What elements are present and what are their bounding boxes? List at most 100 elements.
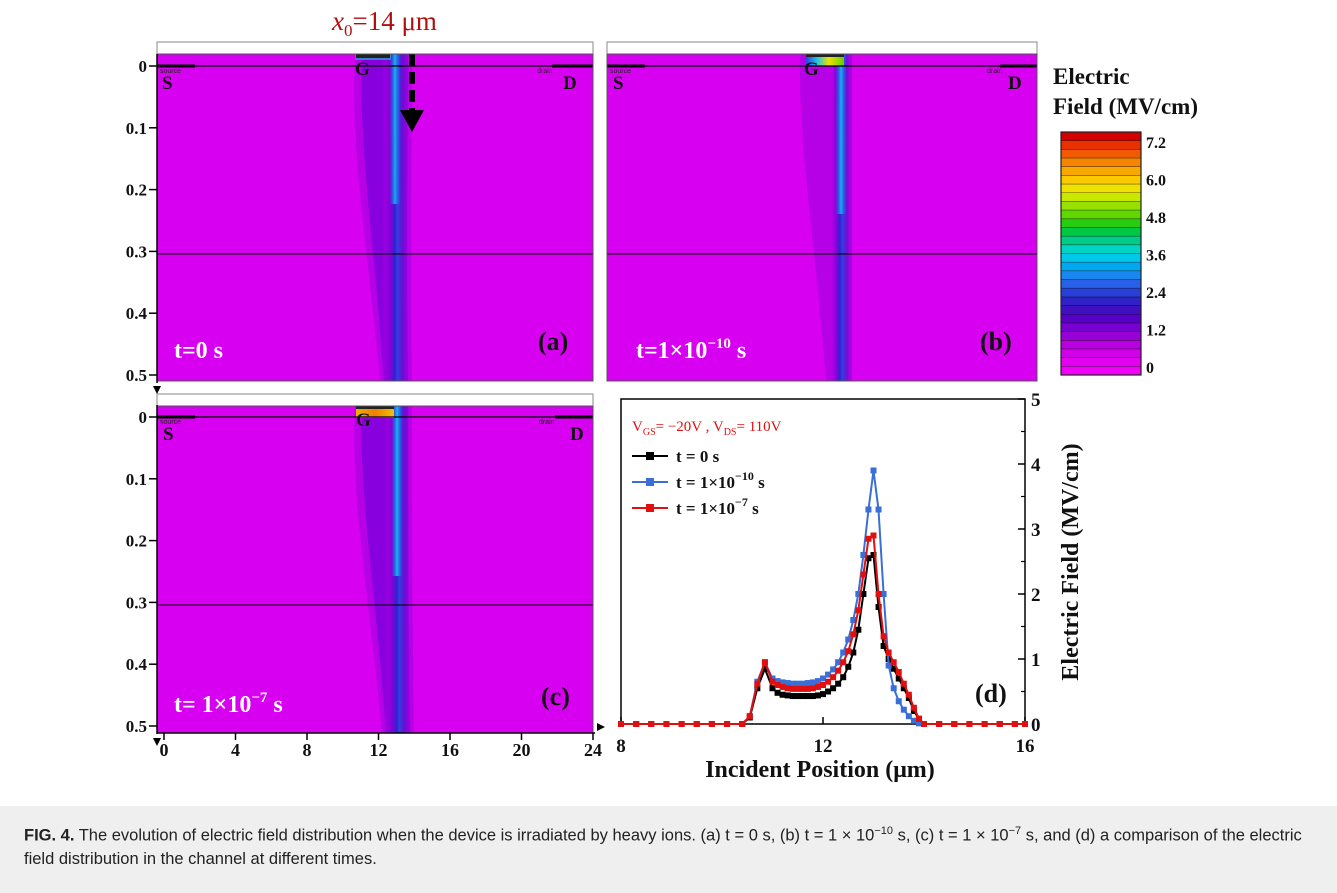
- depth-tick-label: 0.4: [126, 655, 148, 674]
- colorbar-stripe: [1061, 184, 1141, 194]
- colorbar-stripe: [1061, 149, 1141, 159]
- colorbar-stripe: [1061, 158, 1141, 168]
- chart-y-tick-label: 0: [1031, 715, 1041, 736]
- series-2-point: [663, 721, 670, 727]
- series-0-point: [804, 693, 811, 700]
- y-axis-title: Electric Field (MV/cm): [1058, 443, 1084, 680]
- series-2-point: [835, 667, 842, 674]
- panel-c: source drain S G D t= 1×10−7 s (c): [156, 393, 594, 734]
- series-0-point: [845, 663, 852, 670]
- depth-tick-label: 0.2: [126, 532, 147, 551]
- colorbar-stripe: [1061, 270, 1141, 281]
- series-0-point: [860, 591, 867, 597]
- colorbar-stripe: [1061, 348, 1141, 359]
- drain-label-b: D: [1008, 73, 1022, 94]
- series-0-point: [774, 689, 781, 696]
- series-2-point: [860, 571, 867, 578]
- colorbar-tick-label: 7.2: [1146, 135, 1166, 152]
- figure-caption: FIG. 4. The evolution of electric field …: [0, 806, 1337, 893]
- colorbar-stripe: [1061, 166, 1141, 176]
- legend-marker-0: [646, 452, 654, 460]
- depth-tick-label: 0.1: [126, 470, 147, 489]
- caption-text2: s, (c) t = 1 × 10: [893, 826, 1009, 845]
- colorbar-stripe: [1061, 227, 1141, 237]
- caption-sup2: −7: [1008, 825, 1022, 837]
- series-2-point: [746, 713, 753, 720]
- series-0-point: [905, 695, 912, 701]
- drain-label-c: D: [570, 424, 584, 445]
- series-1-point: [769, 675, 776, 682]
- series-2-point: [1022, 721, 1028, 727]
- series-2-point: [754, 680, 761, 687]
- series-0-point: [895, 675, 902, 682]
- series-0-point: [850, 649, 857, 656]
- series-0-point: [900, 685, 907, 692]
- series-0-point: [840, 674, 847, 681]
- series-1-point: [784, 680, 791, 687]
- series-2-point: [865, 535, 872, 542]
- series-2-point: [981, 721, 988, 727]
- series-2-point: [900, 680, 907, 687]
- colorbar-stripes: [1061, 131, 1141, 376]
- caption-text: The evolution of electric field distribu…: [74, 826, 875, 845]
- series-1-point: [825, 671, 832, 678]
- series-2-point: [779, 683, 786, 690]
- series-2-point: [739, 721, 746, 727]
- series-1-point: [804, 680, 811, 687]
- series-2-point: [789, 685, 796, 692]
- caption-text3: s, and (d) a comparison of the electric …: [24, 826, 1302, 868]
- x-tick-label: 24: [584, 740, 602, 760]
- series-1-point: [860, 552, 867, 558]
- series-0-point: [825, 688, 832, 695]
- series-1-point: [794, 680, 801, 687]
- series-1-point: [875, 506, 882, 513]
- colorbar-stripe: [1061, 201, 1141, 211]
- series-0-point: [809, 693, 816, 700]
- depth-tick-label: 0.3: [126, 593, 147, 612]
- legend-label-0: t = 0 s: [676, 447, 720, 466]
- series-1-point: [820, 675, 826, 682]
- depth-tick-label: 0.2: [126, 181, 147, 200]
- chart-x-tick-label: 16: [1016, 736, 1035, 757]
- x0-annotation: x0=14 μm: [331, 6, 437, 40]
- depth-tick-label: 0: [139, 408, 148, 427]
- series-0-point: [769, 685, 776, 692]
- series-2-point: [618, 721, 624, 727]
- colorbar-tick-label: 1.2: [1146, 323, 1166, 340]
- x-tick-label: 0: [160, 740, 169, 760]
- x-tick-label: 16: [441, 740, 459, 760]
- colorbar-stripe: [1061, 132, 1141, 142]
- series-1-point: [890, 685, 897, 692]
- colorbar-stripe: [1061, 322, 1141, 333]
- time-label-b: t=1×10−10 s: [636, 336, 746, 364]
- series-1-point: [870, 467, 877, 474]
- legend-marker-2: [646, 504, 654, 512]
- colorbar-stripe: [1061, 262, 1141, 272]
- series-1-point: [779, 679, 786, 686]
- depth-axis-a: 0 0.1 0.2 0.3 0.4 0.5: [126, 54, 158, 385]
- series-1-point: [900, 706, 907, 713]
- series-1-point: [865, 506, 872, 513]
- x-tick-label: 8: [303, 740, 312, 760]
- series-2-point: [850, 631, 857, 638]
- legend-label-2: t = 1×10−7 s: [676, 495, 759, 518]
- series-1-point: [850, 617, 857, 623]
- caption-label: FIG. 4.: [24, 826, 75, 845]
- source-label-b: S: [613, 73, 624, 94]
- x-axis-contour: 0 4 8 12 16 20 24: [157, 732, 602, 760]
- source-small-label-a: source: [160, 68, 181, 75]
- series-2-point: [761, 659, 768, 666]
- series-2-point: [678, 721, 685, 727]
- series-2-point: [870, 532, 877, 539]
- colorbar-stripe: [1061, 288, 1141, 298]
- series-2-point: [936, 721, 943, 727]
- chart-y-tick-label: 4: [1031, 455, 1041, 476]
- drain-small-label-b: drain: [987, 68, 1003, 75]
- series-0-point: [835, 680, 842, 687]
- series-2-point: [708, 721, 715, 727]
- series-2-point: [895, 669, 902, 675]
- series-1-point: [814, 678, 821, 685]
- series-1-point: [885, 662, 892, 669]
